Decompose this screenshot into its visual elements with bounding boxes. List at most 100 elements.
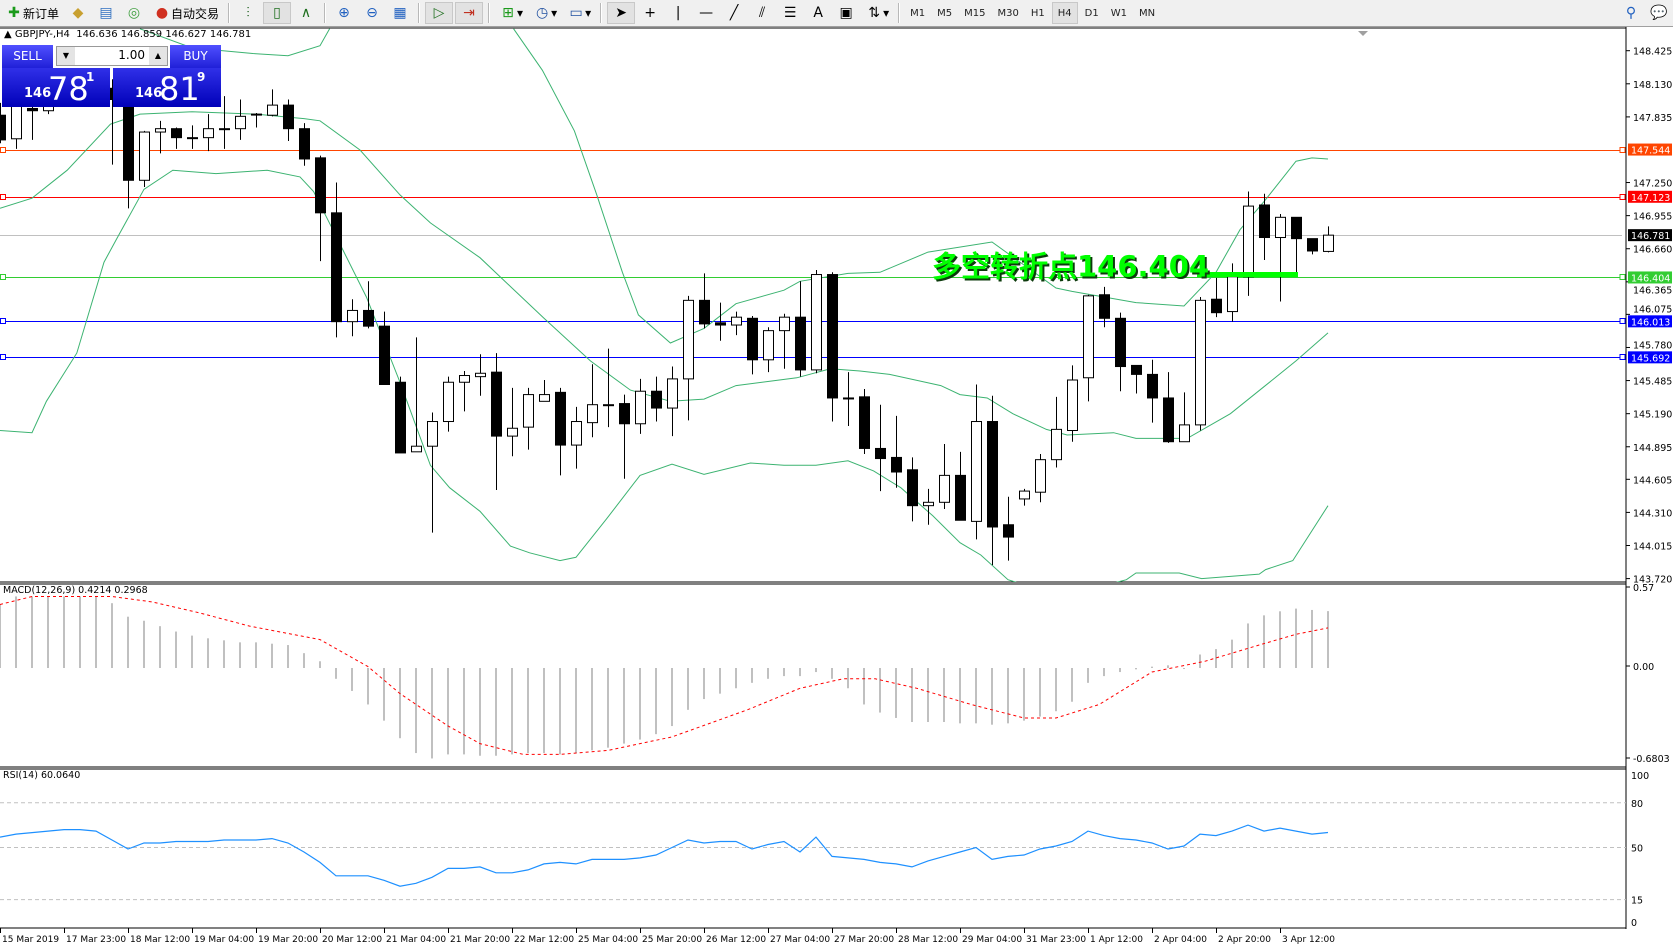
candle-body	[139, 131, 150, 181]
macd-histogram-bar	[863, 668, 865, 705]
text-label-button[interactable]: ▣	[833, 2, 859, 24]
new-order-button[interactable]: ✚ 新订单	[1, 2, 63, 24]
buy-button[interactable]: BUY	[170, 45, 221, 69]
candle-body	[699, 299, 710, 325]
macd-histogram-bar	[431, 668, 433, 759]
macd-histogram-bar	[1087, 668, 1089, 683]
arrows-button[interactable]: ⇅ ▾	[861, 2, 893, 24]
candle-body	[1051, 428, 1062, 461]
time-axis-label: 21 Mar 20:00	[450, 935, 510, 945]
macd-histogram-bar	[879, 668, 881, 713]
macd-histogram-bar	[623, 668, 625, 744]
candle	[667, 366, 678, 437]
buy-price[interactable]: 146 81 9	[113, 68, 221, 107]
auto-trading-button[interactable]: ● 自动交易	[149, 2, 223, 24]
candle	[475, 354, 486, 396]
collapse-triangle-icon[interactable]: ▲	[4, 29, 12, 40]
main-chart-panel: 多空转折点146.404	[0, 28, 1622, 582]
candlestick-button[interactable]: ▯	[263, 2, 292, 24]
candle-body	[27, 107, 38, 112]
macd-histogram-bar	[1119, 668, 1121, 673]
timeframe-m1[interactable]: M1	[910, 7, 926, 19]
macd-histogram-bar	[367, 668, 369, 705]
macd-histogram-bar	[1103, 668, 1105, 677]
candle	[203, 114, 214, 152]
macd-histogram-bar	[1151, 666, 1153, 668]
cursor-button[interactable]: ➤	[607, 2, 636, 24]
timeframe-h4[interactable]: H4	[1051, 2, 1078, 24]
candle	[907, 457, 918, 522]
hline-left-handle	[0, 147, 6, 153]
macd-histogram-bar	[1167, 665, 1169, 668]
macd-histogram-bar	[415, 668, 417, 754]
candle-body	[1035, 459, 1046, 493]
templates-button[interactable]: ▭ ▾	[563, 2, 595, 24]
candle-body	[843, 397, 854, 400]
candle	[299, 123, 310, 166]
horizontal-line-button[interactable]: —	[693, 2, 719, 24]
zoom-out-button[interactable]: ⊖	[359, 2, 385, 24]
timeframe-m5[interactable]: M5	[937, 7, 953, 19]
zoom-in-button[interactable]: ⊕	[331, 2, 357, 24]
lot-increase-icon[interactable]: ▲	[149, 47, 167, 65]
indicators-button[interactable]: ⊞ ▾	[495, 2, 527, 24]
chat-button[interactable]: 💬	[1646, 2, 1672, 24]
time-axis-label: 20 Mar 12:00	[322, 935, 382, 945]
lot-size-field[interactable]: ▼ 1.00 ▲	[56, 46, 168, 66]
market-watch-button[interactable]: ◆	[65, 2, 91, 24]
sell-button[interactable]: SELL	[2, 45, 53, 69]
rsi-axis-label: 50	[1631, 844, 1643, 855]
toolbar-separator	[898, 3, 901, 23]
bar-chart-button[interactable]: ⫶	[235, 2, 261, 24]
timeframe-m15[interactable]: M15	[964, 7, 986, 19]
price-axis-label: 148.425	[1633, 47, 1672, 58]
candle-body	[923, 501, 934, 507]
hline-left-handle	[0, 274, 6, 280]
lot-size-value[interactable]: 1.00	[118, 48, 145, 62]
macd-histogram-bar	[751, 668, 753, 683]
time-axis-label: 31 Mar 23:00	[1026, 935, 1086, 945]
horizontal-line-icon: —	[699, 5, 714, 21]
tile-windows-button[interactable]: ▦	[387, 2, 413, 24]
timeframe-m30[interactable]: M30	[997, 7, 1019, 19]
chart-canvas[interactable]: 多空转折点146.404 148.425 148.130 147.835 147.250…	[0, 27, 1673, 947]
candle-body	[875, 447, 886, 460]
time-axis-label: 2 Apr 04:00	[1154, 935, 1207, 945]
lot-decrease-icon[interactable]: ▼	[57, 47, 75, 65]
macd-histogram-bar	[671, 668, 673, 727]
macd-histogram-bar	[95, 596, 97, 668]
candle-body	[571, 421, 582, 446]
macd-histogram-bar	[799, 668, 801, 677]
navigator-button[interactable]: ▤	[93, 2, 119, 24]
candle	[251, 112, 262, 128]
signals-button[interactable]: ◎	[121, 2, 147, 24]
text-button[interactable]: A	[805, 2, 831, 24]
macd-histogram-bar	[735, 668, 737, 689]
timeframe-h1[interactable]: H1	[1030, 7, 1045, 19]
line-chart-button[interactable]: ∧	[293, 2, 319, 24]
crosshair-button[interactable]: +	[637, 2, 663, 24]
candle	[891, 415, 902, 488]
macd-histogram-bar	[559, 668, 561, 755]
auto-scroll-button[interactable]: ▷	[425, 2, 454, 24]
timeframe-d1[interactable]: D1	[1084, 7, 1099, 19]
equidistant-channel-button[interactable]: ⫽	[749, 2, 775, 24]
chart-shift-button[interactable]: ⇥	[455, 2, 484, 24]
market-watch-icon: ◆	[72, 5, 84, 21]
vertical-line-button[interactable]: |	[665, 2, 691, 24]
candle	[347, 299, 358, 337]
price-axis-label: 145.485	[1633, 377, 1672, 388]
fibonacci-button[interactable]: ☰	[777, 2, 803, 24]
macd-histogram-bar	[1279, 611, 1281, 668]
search-button[interactable]: ⚲	[1618, 2, 1644, 24]
periods-button[interactable]: ◷ ▾	[529, 2, 561, 24]
timeframe-mn[interactable]: MN	[1138, 7, 1156, 19]
sell-price[interactable]: 146 78 1	[2, 68, 110, 107]
candle-body	[683, 299, 694, 380]
candle-body	[507, 427, 518, 437]
timeframe-w1[interactable]: W1	[1110, 7, 1127, 19]
trendline-button[interactable]: ╱	[721, 2, 747, 24]
candle-body	[1259, 204, 1270, 239]
hline-right-handle	[1619, 318, 1626, 324]
candle-body	[379, 325, 390, 385]
